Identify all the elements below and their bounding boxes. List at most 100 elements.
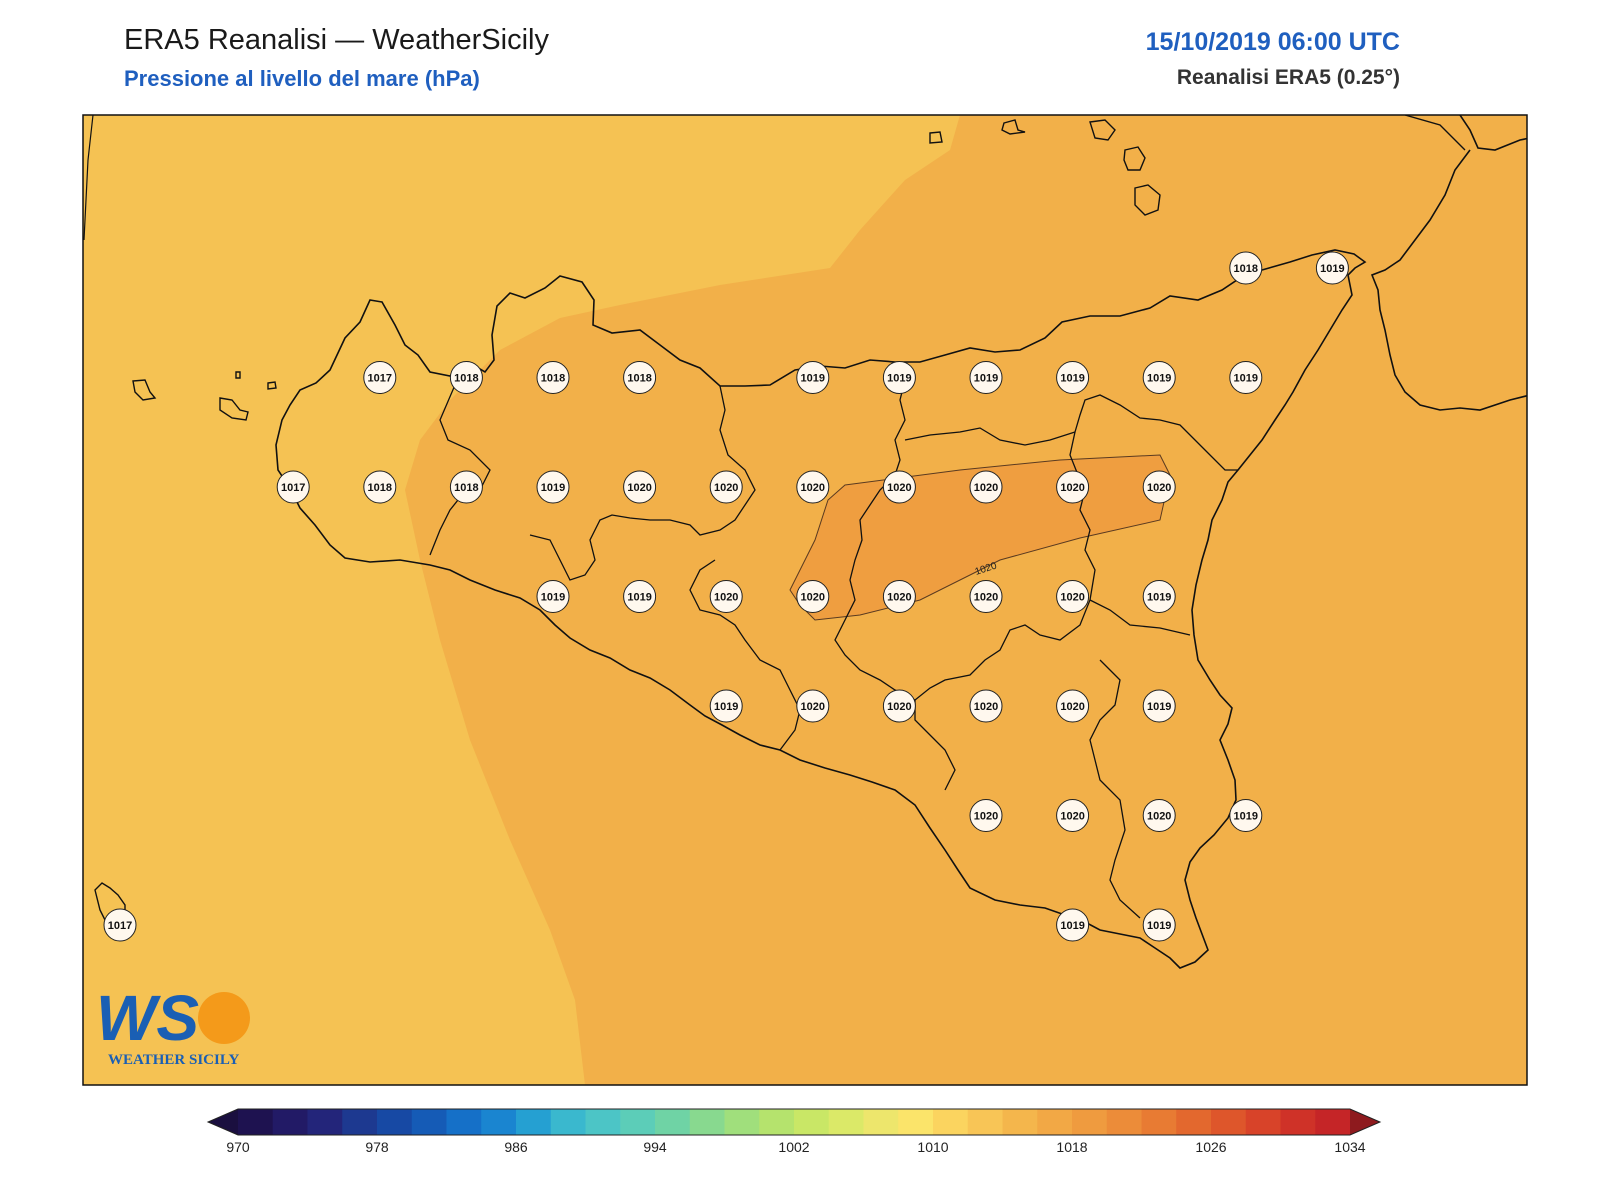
- station-marker: 1019: [1142, 689, 1176, 723]
- map-subtitle: Pressione al livello del mare (hPa): [124, 66, 480, 91]
- colorbar-segment: [307, 1109, 343, 1135]
- station-marker: 1020: [709, 470, 743, 504]
- sicily-coastline: [275, 249, 1367, 969]
- station-value: 1020: [1147, 811, 1171, 823]
- station-value: 1019: [974, 373, 998, 385]
- station-circle: [709, 689, 743, 723]
- station-circle: [882, 470, 916, 504]
- data-source: Reanalisi ERA5 (0.25°): [1176, 66, 1400, 89]
- station-circle: [1056, 908, 1090, 942]
- station-marker: 1018: [363, 470, 397, 504]
- station-marker: 1020: [1142, 799, 1176, 832]
- station-circle: [536, 361, 570, 394]
- colorbar-tick-label: 994: [643, 1139, 667, 1155]
- station-marker: 1018: [536, 361, 570, 394]
- station-value: 1018: [454, 482, 478, 494]
- station-value: 1019: [1320, 263, 1344, 275]
- pressure-band-1016-1018: [83, 115, 960, 1085]
- station-marker: 1020: [709, 580, 743, 613]
- colorbar-segment: [1141, 1109, 1177, 1135]
- station-marker: 1019: [1056, 908, 1090, 942]
- station-value: 1020: [714, 482, 738, 494]
- station-value: 1020: [1147, 482, 1171, 494]
- station-marker: 1020: [1056, 799, 1090, 832]
- station-circle: [1142, 689, 1176, 723]
- colorbar-segment: [481, 1109, 517, 1135]
- colorbar-segment: [1037, 1109, 1073, 1135]
- station-marker: 1020: [796, 689, 830, 723]
- calabria-coastline: [1370, 115, 1527, 411]
- station-value: 1019: [1060, 373, 1084, 385]
- calabria-north-coast: [1404, 115, 1466, 151]
- colorbar: 970 978 986 994 1002 1010 1018 1026 1034: [206, 1108, 1382, 1155]
- station-value: 1018: [627, 373, 651, 385]
- station-circle: [709, 470, 743, 504]
- colorbar-tick-label: 970: [226, 1139, 250, 1155]
- map-frame: [82, 114, 1528, 1086]
- station-value: 1020: [801, 701, 825, 713]
- station-marker: 1020: [1056, 470, 1090, 504]
- station-value: 1020: [887, 592, 911, 604]
- colorbar-segment: [898, 1109, 934, 1135]
- station-marker: 1020: [969, 470, 1003, 504]
- station-value: 1019: [541, 482, 565, 494]
- station-circle: [276, 470, 310, 504]
- station-circle: [1229, 799, 1263, 832]
- station-circle: [1056, 689, 1090, 723]
- station-circle: [1142, 361, 1176, 394]
- logo-letters: WS: [96, 982, 199, 1054]
- colorbar-segment: [411, 1109, 447, 1135]
- station-circle: [1056, 470, 1090, 504]
- tunisia-coastline: [83, 115, 94, 241]
- station-value: 1020: [1060, 482, 1084, 494]
- station-marker: 1020: [796, 470, 830, 504]
- station-marker: 1019: [796, 361, 830, 394]
- station-marker: 1020: [1056, 580, 1090, 613]
- station-circle: [969, 361, 1003, 394]
- station-circle: [1056, 799, 1090, 832]
- station-circle: [709, 580, 743, 613]
- station-marker: 1019: [536, 470, 570, 504]
- station-layer: 1018 1019 1017 1018 1018 1018 1019 1019 1019 1019…: [103, 251, 1349, 942]
- station-value: 1019: [714, 701, 738, 713]
- station-value: 1019: [627, 592, 651, 604]
- colorbar-segment: [759, 1109, 795, 1135]
- station-marker: 1020: [969, 689, 1003, 723]
- station-circle: [536, 470, 570, 504]
- station-marker: 1019: [1056, 361, 1090, 394]
- station-marker: 1019: [1229, 361, 1263, 394]
- station-circle: [1229, 251, 1263, 285]
- station-marker: 1019: [882, 361, 916, 394]
- station-circle: [363, 470, 397, 504]
- station-value: 1020: [801, 482, 825, 494]
- colorbar-extend-low: [208, 1109, 238, 1135]
- station-value: 1019: [1234, 373, 1258, 385]
- station-marker: 1017: [363, 361, 397, 394]
- station-marker: 1020: [623, 470, 657, 504]
- station-circle: [1056, 580, 1090, 613]
- colorbar-segment: [342, 1109, 378, 1135]
- station-circle: [449, 470, 483, 504]
- station-value: 1019: [887, 373, 911, 385]
- station-marker: 1020: [882, 580, 916, 613]
- station-circle: [1142, 580, 1176, 613]
- station-marker: 1020: [1056, 689, 1090, 723]
- station-marker: 1020: [882, 470, 916, 504]
- station-circle: [1315, 251, 1349, 285]
- station-marker: 1019: [623, 580, 657, 613]
- station-value: 1017: [281, 482, 305, 494]
- colorbar-extend-high: [1350, 1109, 1380, 1135]
- colorbar-segment: [377, 1109, 413, 1135]
- station-marker: 1018: [449, 361, 483, 394]
- logo-text: WEATHER SICILY: [108, 1052, 239, 1068]
- colorbar-segment: [516, 1109, 552, 1135]
- colorbar-tick-label: 1026: [1195, 1139, 1226, 1155]
- colorbar-segment: [1106, 1109, 1142, 1135]
- colorbar-segment: [967, 1109, 1003, 1135]
- colorbar-segment: [863, 1109, 899, 1135]
- station-marker: 1018: [449, 470, 483, 504]
- colorbar-segment: [1280, 1109, 1316, 1135]
- station-marker: 1020: [796, 580, 830, 613]
- station-circle: [882, 361, 916, 394]
